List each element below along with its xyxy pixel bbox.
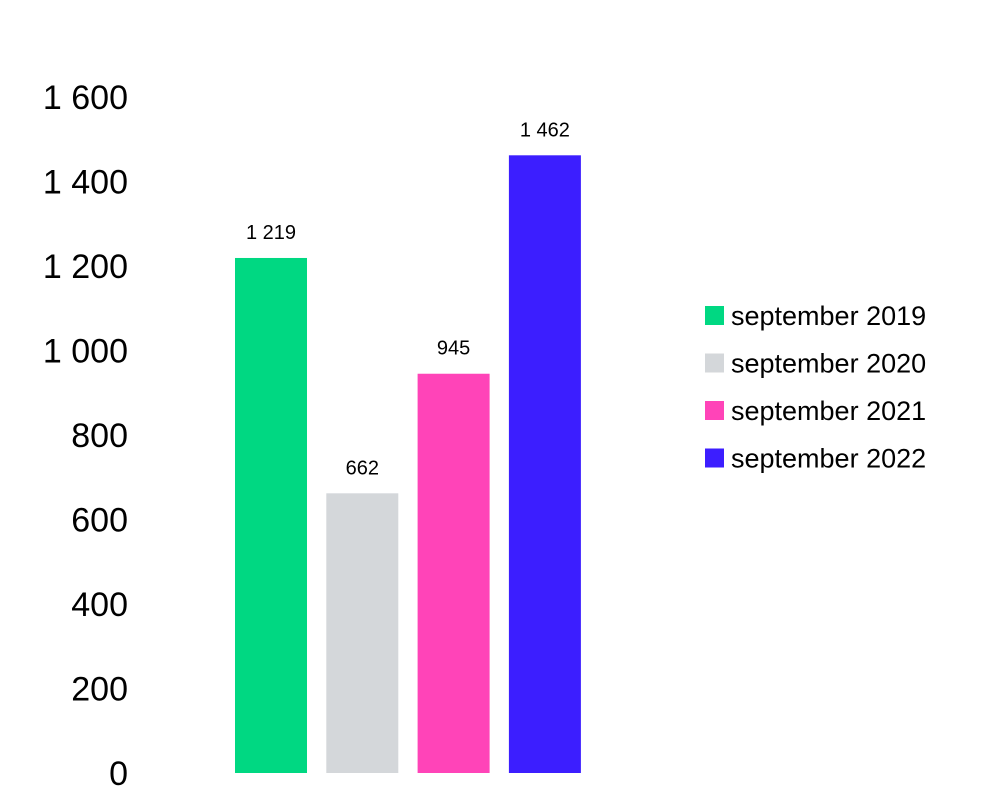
y-tick-label: 0 bbox=[109, 755, 128, 789]
y-tick-label: 600 bbox=[71, 502, 128, 540]
bar-september-2021 bbox=[417, 373, 490, 773]
legend-label: september 2021 bbox=[731, 396, 926, 426]
bars bbox=[235, 155, 581, 773]
bar-september-2022 bbox=[508, 155, 581, 773]
y-tick-label: 200 bbox=[71, 671, 128, 709]
bar-value-label: 662 bbox=[346, 457, 379, 479]
y-tick-label: 800 bbox=[71, 417, 128, 455]
data-labels: 1 219 662 945 1 462 bbox=[246, 119, 570, 479]
bar-september-2020 bbox=[326, 493, 399, 773]
legend-swatch bbox=[705, 448, 724, 468]
y-tick-label: 1 000 bbox=[43, 333, 128, 371]
legend-swatch bbox=[705, 401, 724, 420]
bar-value-label: 945 bbox=[437, 338, 470, 360]
bar-value-label: 1 219 bbox=[246, 222, 296, 244]
y-tick-label: 400 bbox=[71, 586, 128, 624]
legend-label: september 2020 bbox=[731, 349, 926, 379]
bar-value-label: 1 462 bbox=[520, 119, 570, 141]
y-tick-label: 1 400 bbox=[43, 164, 128, 202]
bar-september-2019 bbox=[235, 257, 307, 773]
legend-label: september 2022 bbox=[731, 444, 926, 474]
y-tick-label: 1 200 bbox=[43, 248, 128, 286]
legend-label: september 2019 bbox=[731, 301, 926, 331]
legend: september 2019 september 2020 september 20… bbox=[705, 301, 926, 474]
legend-swatch bbox=[705, 353, 724, 373]
legend-swatch bbox=[705, 306, 724, 325]
y-tick-label: 1 600 bbox=[43, 79, 128, 117]
y-axis: 0 200 400 600 800 1 000 1 200 1 400 1 600 bbox=[43, 79, 128, 789]
